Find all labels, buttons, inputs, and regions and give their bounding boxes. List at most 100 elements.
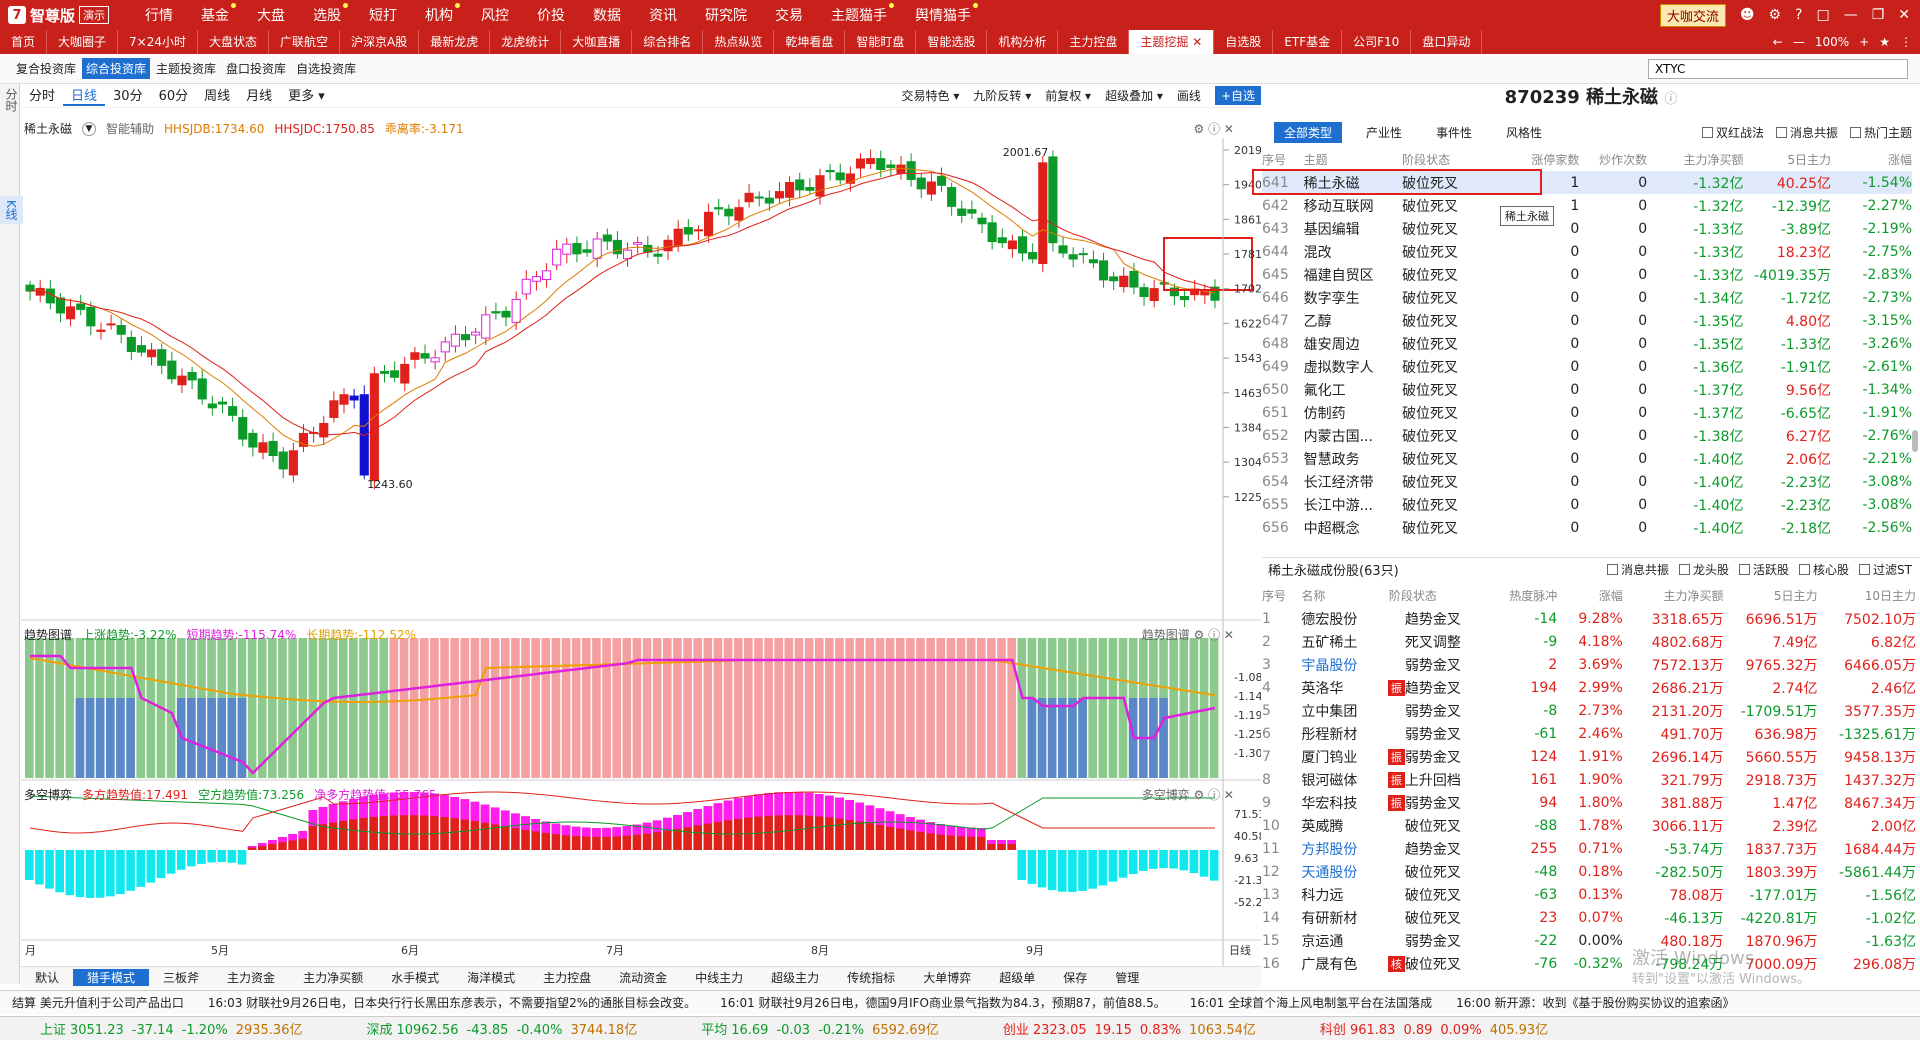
table-row[interactable]: 1 德宏股份 趋势金叉 -14 9.28% 3318.65万 6696.51万 7502.10… xyxy=(1262,607,1916,630)
help-icon[interactable]: ? xyxy=(1795,7,1803,23)
tab-item[interactable]: 龙虎统计 xyxy=(490,30,562,54)
trend-panel-icons[interactable]: 趋势图谱 ⚙ ⓘ ✕ xyxy=(1141,628,1234,642)
indicator-tab[interactable]: 三板斧 xyxy=(163,971,200,985)
menu-item[interactable]: 风控 xyxy=(481,8,510,24)
zoom-in-icon[interactable]: + xyxy=(1859,35,1870,49)
indicator-tab[interactable]: 主力控盘 xyxy=(543,971,592,985)
stock-name-cell[interactable]: 彤程新材 xyxy=(1301,726,1358,743)
tab-item[interactable]: 公司F10 xyxy=(1342,30,1412,54)
stock-name-cell[interactable]: 英洛华振 xyxy=(1301,676,1405,699)
library-tab[interactable]: 盘口投资库 xyxy=(226,62,287,76)
dropdown-icon[interactable]: ▼ xyxy=(82,121,97,136)
table-row[interactable]: 652 内蒙古国... 破位死叉 0 0 -1.38亿 6.27亿 -2.76% xyxy=(1262,424,1912,447)
stock-filter-checkbox[interactable]: 消息共振 xyxy=(1606,561,1669,578)
indicator-tab[interactable]: 水手模式 xyxy=(391,971,440,985)
stock-name-cell[interactable]: 英威腾 xyxy=(1301,818,1344,835)
tab-item[interactable]: 主力控盘 xyxy=(1058,30,1130,54)
table-row[interactable]: 656 中超概念 破位死叉 0 0 -1.40亿 -2.18亿 -2.56% xyxy=(1262,516,1912,539)
table-row[interactable]: 5 立中集团 弱势金叉 -8 2.73% 2131.20万 -1709.51万 3577.35… xyxy=(1262,699,1916,722)
chart-tool[interactable]: 交易特色 ▾ xyxy=(901,89,960,103)
period-tab[interactable]: 30分 xyxy=(113,89,143,104)
info-icon[interactable]: ⓘ xyxy=(1664,92,1678,107)
stock-filter-checkbox[interactable]: 活跃股 xyxy=(1739,561,1789,578)
column-header[interactable]: 序号 xyxy=(1262,589,1287,603)
side-fenshi[interactable]: 分时 xyxy=(4,88,18,112)
index-item[interactable]: 平均 16.69 -0.03 -0.21% 6592.69亿 xyxy=(701,1023,939,1038)
stock-name-cell[interactable]: 天通股份 xyxy=(1301,864,1358,881)
back-icon[interactable]: ← xyxy=(1772,35,1783,49)
table-row[interactable]: 7 厦门钨业振弱势金叉 124 1.91% 2696.14万 5660.55万 9458.1… xyxy=(1262,745,1916,768)
menu-item[interactable]: 短打 xyxy=(369,8,398,24)
tab-item[interactable]: 机构分析 xyxy=(987,30,1059,54)
search-input[interactable] xyxy=(1648,59,1908,79)
column-header[interactable]: 炒作次数 xyxy=(1599,153,1648,167)
table-row[interactable]: 10 英威腾 破位死叉 -88 1.78% 3066.11万 2.39亿 2.00亿 xyxy=(1262,814,1916,837)
menu-item[interactable]: 交易 xyxy=(775,8,804,24)
table-row[interactable]: 12 天通股份 破位死叉 -48 0.18% -282.50万 1803.39万 -5861.… xyxy=(1262,860,1916,883)
table-row[interactable]: 648 雄安周边 破位死叉 0 0 -1.35亿 -1.33亿 -3.26% xyxy=(1262,332,1912,355)
library-tab[interactable]: 自选投资库 xyxy=(296,62,357,76)
table-row[interactable]: 641 稀土永磁 破位死叉 1 0 -1.32亿 40.25亿 -1.54% xyxy=(1262,171,1912,194)
theme-type-tab[interactable]: 全部类型 xyxy=(1274,121,1343,143)
stock-name-cell[interactable]: 立中集团 xyxy=(1301,703,1358,720)
indicator-tab[interactable]: 超级单 xyxy=(999,971,1036,985)
indicator-tab[interactable]: 主力资金 xyxy=(227,971,276,985)
filter-checkbox[interactable]: 双红战法 xyxy=(1701,124,1764,141)
theme-type-tab[interactable]: 事件性 xyxy=(1436,125,1473,140)
stock-name-cell[interactable]: 方邦股份 xyxy=(1301,841,1358,858)
indicator-tab[interactable]: 流动资金 xyxy=(619,971,668,985)
minimize-icon[interactable]: — xyxy=(1843,7,1858,23)
tab-item[interactable]: 大咖直播 xyxy=(561,30,633,54)
close-icon[interactable]: ✕ xyxy=(1898,7,1910,23)
period-tab[interactable]: 周线 xyxy=(204,89,231,104)
column-header[interactable]: 涨幅 xyxy=(1598,589,1623,603)
filter-checkbox[interactable]: 消息共振 xyxy=(1775,124,1838,141)
indicator-tab[interactable]: 主力净买额 xyxy=(303,971,364,985)
scrollbar[interactable] xyxy=(1912,430,1918,452)
assist-label[interactable]: 智能辅助 xyxy=(106,122,155,136)
column-header[interactable]: 涨幅 xyxy=(1887,153,1912,167)
column-header[interactable]: 主力净买额 xyxy=(1663,589,1724,603)
news-item[interactable]: 16:00 新开源：收到《基于股份购买协议的追索函》 xyxy=(1456,996,1735,1010)
indicator-tab[interactable]: 超级主力 xyxy=(771,971,820,985)
table-row[interactable]: 647 乙醇 破位死叉 0 0 -1.35亿 4.80亿 -3.15% xyxy=(1262,309,1912,332)
tab-item[interactable]: 大盘状态 xyxy=(198,30,270,54)
table-row[interactable]: 654 长江经济带 破位死叉 0 0 -1.40亿 -2.23亿 -3.08% xyxy=(1262,470,1912,493)
menu-item[interactable]: 价投 xyxy=(537,8,566,24)
side-kline[interactable]: K线 xyxy=(0,196,23,224)
column-header[interactable]: 热度脉冲 xyxy=(1509,589,1558,603)
add-favorite-button[interactable]: +自选 xyxy=(1214,86,1261,105)
indicator-tab[interactable]: 传统指标 xyxy=(847,971,896,985)
stock-name-cell[interactable]: 广晟有色核 xyxy=(1301,952,1405,975)
table-row[interactable]: 653 智慧政务 破位死叉 0 0 -1.40亿 2.06亿 -2.21% xyxy=(1262,447,1912,470)
settings-icon[interactable]: ⚙ xyxy=(1768,7,1782,23)
stock-name-cell[interactable]: 银河磁体振 xyxy=(1301,768,1405,791)
tab-item[interactable]: 沪深京A股 xyxy=(340,30,420,54)
index-item[interactable]: 上证 3051.23 -37.14 -1.20% 2935.36亿 xyxy=(40,1023,303,1038)
table-row[interactable]: 15 京运通 弱势金叉 -22 0.00% 480.18万 1870.96万 -1.63亿 xyxy=(1262,929,1916,952)
table-row[interactable]: 8 银河磁体振上升回档 161 1.90% 321.79万 2918.73万 1437.32… xyxy=(1262,768,1916,791)
table-row[interactable]: 646 数字孪生 破位死叉 0 0 -1.34亿 -1.72亿 -2.73% xyxy=(1262,286,1912,309)
period-tab[interactable]: 日线 xyxy=(63,85,106,106)
tab-item[interactable]: 智能盯盘 xyxy=(845,30,917,54)
stock-name-cell[interactable]: 宇晶股份 xyxy=(1301,657,1358,674)
period-tab[interactable]: 更多 ▾ xyxy=(288,89,325,104)
library-tab[interactable]: 复合投资库 xyxy=(16,62,77,76)
stock-name-cell[interactable]: 厦门钨业振 xyxy=(1301,745,1405,768)
column-header[interactable]: 名称 xyxy=(1301,589,1326,603)
tab-item[interactable]: 乾坤看盘 xyxy=(774,30,846,54)
tab-item[interactable]: 大咖圈子 xyxy=(47,30,119,54)
chart-area[interactable]: 2001.67 1243.60 2019.93 1940.77 1861.02 1781.… xyxy=(21,138,1261,968)
table-row[interactable]: 14 有研新材 破位死叉 23 0.07% -46.13万 -4220.81万 -1.02亿 xyxy=(1262,906,1916,929)
zoom-out-icon[interactable]: — xyxy=(1792,35,1805,49)
menu-item[interactable]: 舆情猫手 xyxy=(901,3,985,25)
more-icon[interactable]: ⋮ xyxy=(1900,35,1912,49)
table-row[interactable]: 2 五矿稀土 死叉调整 -9 4.18% 4802.68万 7.49亿 6.82亿 xyxy=(1262,630,1916,653)
filter-checkbox[interactable]: 热门主题 xyxy=(1849,124,1912,141)
table-row[interactable]: 655 长江中游... 破位死叉 0 0 -1.40亿 -2.23亿 -3.08% xyxy=(1262,493,1912,516)
chart-tool[interactable]: 九阶反转 ▾ xyxy=(973,89,1032,103)
menu-item[interactable]: 主题猫手 xyxy=(817,3,901,25)
bull-panel-icons[interactable]: 多空博弈 ⚙ ⓘ ✕ xyxy=(1141,788,1234,802)
table-row[interactable]: 649 虚拟数字人 破位死叉 0 0 -1.36亿 -1.91亿 -2.61% xyxy=(1262,355,1912,378)
menu-item[interactable]: 机构 xyxy=(411,3,467,25)
